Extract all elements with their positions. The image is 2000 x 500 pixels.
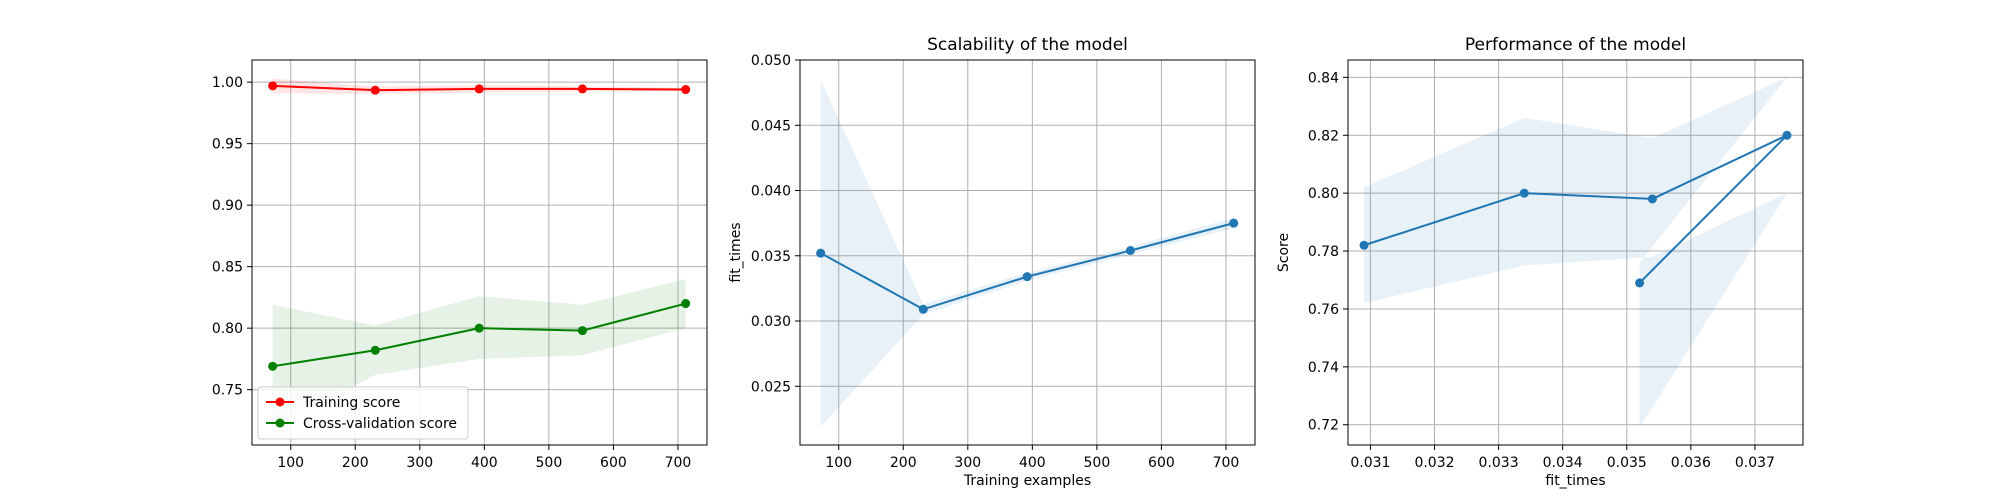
x-tick-label: 500 bbox=[536, 455, 563, 471]
y-tick-label: 0.95 bbox=[212, 137, 243, 153]
y-tick-label: 0.030 bbox=[751, 314, 791, 330]
y-tick-label: 1.00 bbox=[212, 75, 243, 91]
x-tick-label: 0.031 bbox=[1350, 455, 1390, 471]
x-axis-label: Training examples bbox=[963, 473, 1091, 489]
data-point bbox=[268, 361, 278, 371]
x-tick-label: 200 bbox=[342, 455, 369, 471]
data-point bbox=[816, 248, 826, 258]
legend-label: Cross-validation score bbox=[303, 416, 457, 432]
x-tick-label: 0.036 bbox=[1671, 455, 1711, 471]
legend: Training score Cross-validation score bbox=[257, 386, 469, 440]
data-point bbox=[918, 304, 928, 314]
confidence-band bbox=[1364, 77, 1787, 428]
data-point bbox=[1022, 272, 1032, 282]
x-tick-label: 0.037 bbox=[1735, 455, 1775, 471]
x-axis-label: fit_times bbox=[1545, 473, 1605, 489]
y-tick-label: 0.045 bbox=[751, 118, 791, 134]
y-tick-label: 0.80 bbox=[1308, 186, 1339, 202]
data-point bbox=[1647, 194, 1657, 204]
data-point bbox=[1519, 188, 1529, 198]
data-point bbox=[370, 85, 380, 95]
x-tick-label: 0.034 bbox=[1543, 455, 1583, 471]
x-tick-label: 0.032 bbox=[1414, 455, 1454, 471]
legend-marker bbox=[275, 397, 285, 407]
data-point bbox=[577, 84, 587, 94]
y-tick-label: 0.90 bbox=[212, 198, 243, 214]
learning-curve-panel: 100 200 300 400 500 600 700 0.75 0.80 0.85 0.90 0.9… bbox=[212, 59, 708, 471]
data-point bbox=[1359, 240, 1369, 250]
data-point bbox=[1229, 218, 1239, 228]
x-tick-label: 0.035 bbox=[1607, 455, 1647, 471]
data-point bbox=[268, 81, 278, 91]
data-point bbox=[474, 323, 484, 333]
x-tick-label: 400 bbox=[471, 455, 498, 471]
data-point bbox=[1635, 278, 1645, 288]
x-tick-label: 600 bbox=[1148, 455, 1175, 471]
data-point bbox=[681, 85, 691, 95]
y-tick-label: 0.78 bbox=[1308, 244, 1339, 260]
x-tick-label: 300 bbox=[954, 455, 981, 471]
plot-frame bbox=[799, 59, 1256, 446]
x-tick-label: 100 bbox=[277, 455, 304, 471]
data-point bbox=[1782, 130, 1792, 140]
x-tick-label: 0.033 bbox=[1479, 455, 1519, 471]
plot-title: Performance of the model bbox=[1465, 35, 1686, 55]
data-point bbox=[1125, 246, 1135, 256]
x-tick-label: 500 bbox=[1084, 455, 1111, 471]
y-tick-label: 0.85 bbox=[212, 260, 243, 276]
y-axis-label: Score bbox=[1276, 233, 1292, 272]
x-tick-label: 700 bbox=[665, 455, 692, 471]
x-tick-label: 600 bbox=[600, 455, 627, 471]
confidence-band bbox=[272, 278, 686, 428]
y-tick-label: 0.76 bbox=[1308, 302, 1339, 318]
plot-frame bbox=[251, 59, 708, 446]
x-tick-label: 700 bbox=[1213, 455, 1240, 471]
scalability-panel: 100 200 300 400 500 600 700 0.025 0.030 0.035 0.04… bbox=[728, 35, 1256, 489]
data-point bbox=[681, 299, 691, 309]
y-tick-label: 0.84 bbox=[1308, 70, 1339, 86]
legend-box bbox=[257, 386, 469, 440]
y-tick-label: 0.72 bbox=[1308, 418, 1339, 434]
y-tick-label: 0.75 bbox=[212, 383, 243, 399]
y-tick-label: 0.035 bbox=[751, 249, 791, 265]
legend-marker bbox=[275, 418, 285, 428]
plot-frame bbox=[1347, 59, 1804, 446]
x-tick-label: 100 bbox=[825, 455, 852, 471]
y-tick-label: 0.040 bbox=[751, 184, 791, 200]
y-axis-label: fit_times bbox=[728, 222, 744, 282]
performance-panel: 0.031 0.032 0.033 0.034 0.035 0.036 0.037 0.72 0… bbox=[1276, 35, 1804, 489]
data-point bbox=[474, 84, 484, 94]
data-point bbox=[370, 345, 380, 355]
y-tick-label: 0.050 bbox=[751, 53, 791, 69]
y-tick-label: 0.74 bbox=[1308, 360, 1339, 376]
y-tick-label: 0.82 bbox=[1308, 128, 1339, 144]
legend-label: Training score bbox=[302, 395, 400, 411]
x-tick-label: 300 bbox=[406, 455, 433, 471]
x-tick-label: 400 bbox=[1019, 455, 1046, 471]
x-tick-label: 200 bbox=[890, 455, 917, 471]
y-tick-label: 0.80 bbox=[212, 321, 243, 337]
plot-title: Scalability of the model bbox=[927, 35, 1128, 55]
data-point bbox=[577, 326, 587, 336]
y-tick-label: 0.025 bbox=[751, 379, 791, 395]
